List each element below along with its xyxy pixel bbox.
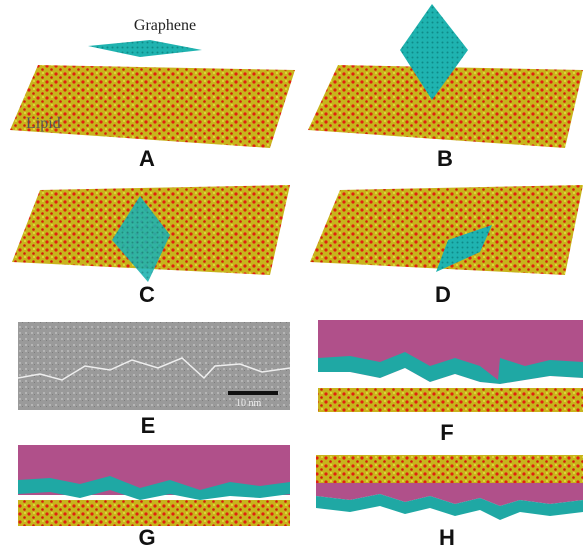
- panel-label: A: [139, 146, 155, 171]
- panel-b: B: [308, 4, 583, 171]
- lipid-layer: [316, 455, 583, 483]
- panel-f: F: [318, 320, 583, 445]
- panel-label: H: [439, 525, 455, 550]
- lipid-label: Lipid: [26, 115, 61, 132]
- panel-label: B: [437, 146, 453, 171]
- lipid-slab: [10, 65, 295, 148]
- panel-label: D: [435, 282, 451, 307]
- panel-e: 10 nm E: [18, 322, 290, 438]
- panel-d: D: [310, 185, 583, 307]
- lipid-layer: [18, 500, 290, 526]
- panel-a: Graphene Lipid A: [10, 17, 295, 171]
- panel-label: F: [440, 420, 453, 445]
- figure: Graphene Lipid A B C D 10 nm E F: [0, 0, 583, 550]
- graphene-sheet: [88, 40, 202, 57]
- panel-c: C: [12, 185, 290, 307]
- panel-label: G: [138, 525, 155, 550]
- panel-label: C: [139, 282, 155, 307]
- lipid-layer: [318, 388, 583, 412]
- scale-bar-label: 10 nm: [236, 398, 262, 409]
- panel-g: G: [18, 445, 290, 550]
- panel-label: E: [141, 413, 156, 438]
- panel-h: H: [316, 455, 583, 550]
- graphene-label: Graphene: [134, 17, 196, 34]
